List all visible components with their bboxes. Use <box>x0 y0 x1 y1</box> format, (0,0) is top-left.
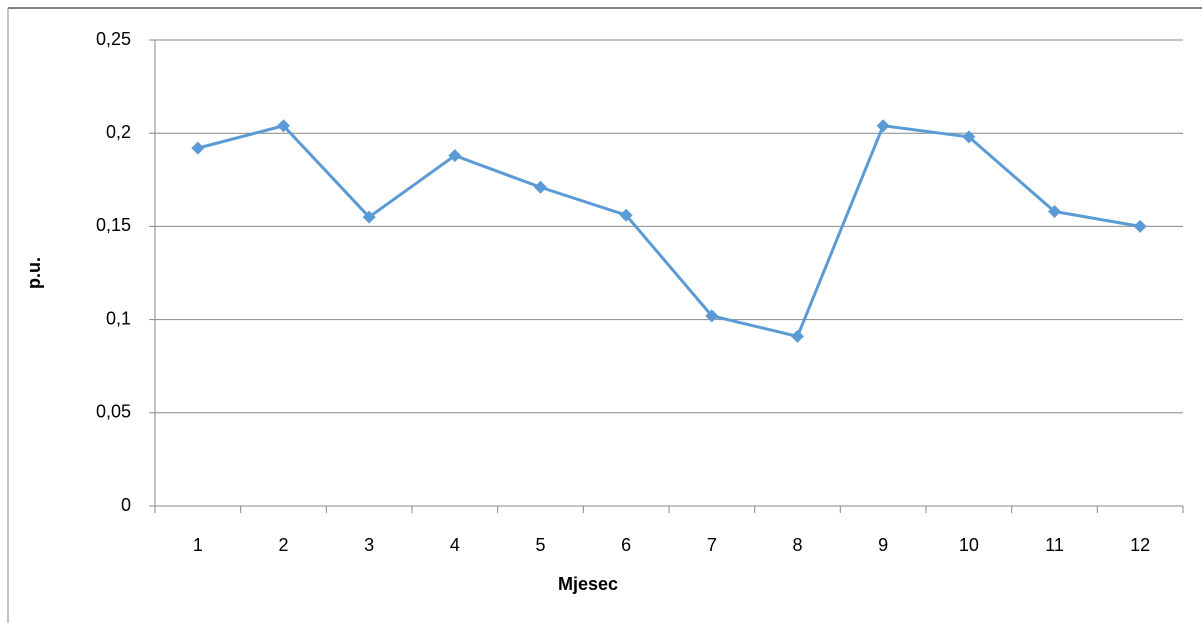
y-tick-label: 0,15 <box>96 215 131 235</box>
y-tick-label: 0 <box>121 495 131 515</box>
x-tick-label: 1 <box>193 535 203 555</box>
data-point <box>362 210 376 224</box>
x-tick-label: 10 <box>959 535 979 555</box>
data-point <box>791 329 804 343</box>
x-tick-label: 11 <box>1045 535 1064 555</box>
x-tick-label: 3 <box>364 535 374 555</box>
x-tick-label: 2 <box>278 535 288 555</box>
y-axis-title: p.u. <box>24 257 44 289</box>
series-line <box>197 124 1141 338</box>
x-tick-label: 9 <box>878 535 888 555</box>
data-point <box>1133 219 1147 233</box>
y-tick-label: 0,25 <box>96 29 131 49</box>
y-tick-label: 0,1 <box>106 308 131 328</box>
data-point <box>705 309 719 323</box>
x-tick-label: 12 <box>1130 535 1150 555</box>
x-tick-label: 4 <box>450 535 460 555</box>
data-point <box>619 208 633 222</box>
x-tick-label: 8 <box>792 535 802 555</box>
data-point <box>448 149 462 163</box>
x-tick-label: 7 <box>707 535 717 555</box>
y-tick-label: 0,2 <box>106 122 131 142</box>
data-point <box>191 141 205 155</box>
data-point <box>277 119 290 133</box>
y-tick-label: 0,05 <box>96 402 131 422</box>
data-point <box>876 119 890 133</box>
data-point <box>1048 204 1061 218</box>
x-tick-label: 6 <box>621 535 631 555</box>
data-point <box>962 130 976 144</box>
x-axis-title: Mjesec <box>558 574 618 594</box>
data-point <box>534 180 547 194</box>
x-tick-label: 5 <box>535 535 545 555</box>
